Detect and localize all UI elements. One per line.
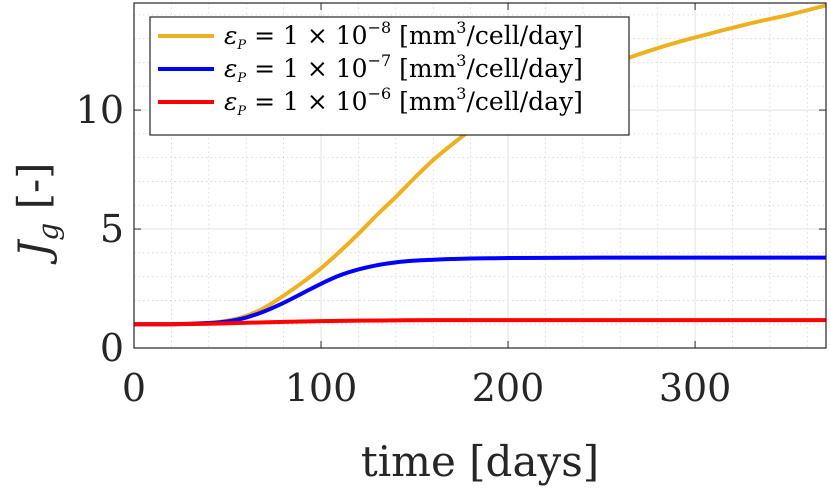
tick-labels: 0 100 200 300 0 5 10 <box>76 88 732 410</box>
y-tick-label: 10 <box>76 88 124 132</box>
x-tick-label: 100 <box>285 366 358 410</box>
y-tick-label: 5 <box>100 207 124 251</box>
y-axis-label: Jg [-] <box>9 162 65 265</box>
minor-grid <box>134 3 826 348</box>
series-layer <box>134 3 826 327</box>
plot-frame <box>133 2 827 349</box>
x-axis-label: time [days] <box>361 437 599 486</box>
x-tick-label: 300 <box>659 366 732 410</box>
legend-box <box>149 16 630 136</box>
legend: εP = 1 × 10−8 [mm3/cell/day]εP = 1 × 10−… <box>149 16 630 136</box>
x-tick-label: 0 <box>122 366 146 410</box>
y-axis-label-sub: g <box>32 223 65 241</box>
series-line-2 <box>134 318 826 327</box>
y-axis-label-main: J <box>9 239 58 266</box>
svg-text:Jg [-]: Jg [-] <box>9 162 65 265</box>
legend-label-0: εP = 1 × 10−8 [mm3/cell/day] <box>224 18 583 53</box>
y-tick-label: 0 <box>100 326 124 370</box>
legend-label-1: εP = 1 × 10−7 [mm3/cell/day] <box>224 51 583 86</box>
x-tick-label: 200 <box>472 366 545 410</box>
y-axis-label-unit: [-] <box>9 162 58 222</box>
legend-label-2: εP = 1 × 10−6 [mm3/cell/day] <box>224 84 583 119</box>
series-line-1 <box>134 255 826 327</box>
axis-ticks <box>133 3 826 349</box>
